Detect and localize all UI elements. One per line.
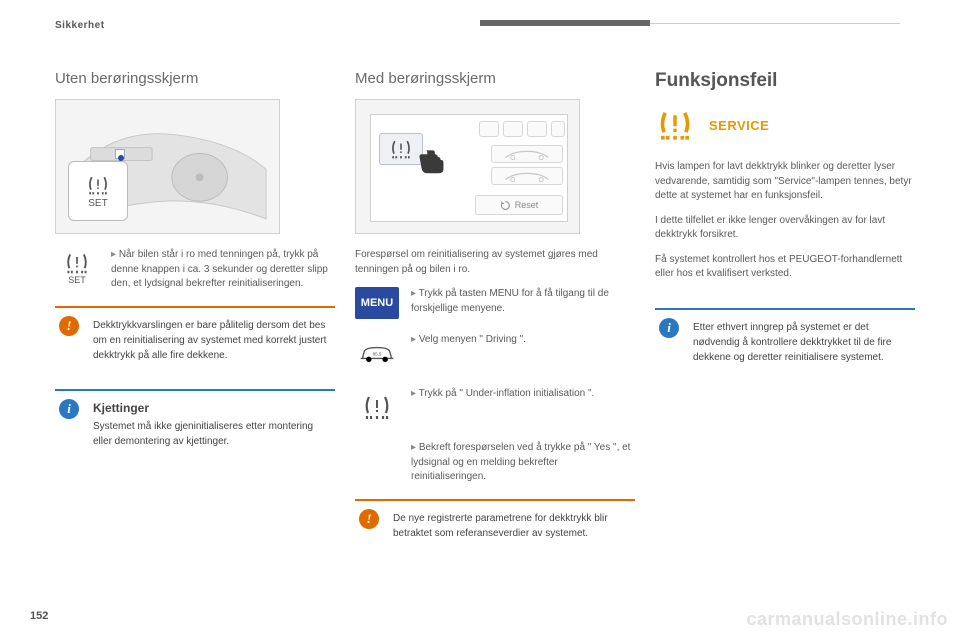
column-with-touchscreen: Med berøringsskjerm xyxy=(355,70,635,553)
panel-car xyxy=(491,145,563,163)
step-confirm-text: Bekreft forespørselen ved å trykke på " … xyxy=(411,441,635,485)
set-glyph-label: SET xyxy=(68,275,86,285)
pointing-hand-icon xyxy=(414,138,452,178)
tyre-pressure-icon-orange xyxy=(655,108,695,142)
col2-intro: Forespørsel om reinitialisering av syste… xyxy=(355,248,635,277)
tyre-pressure-icon xyxy=(85,174,111,196)
top-divider xyxy=(650,23,900,24)
warn-badge-icon: ! xyxy=(59,316,79,336)
set-badge-label: SET xyxy=(88,198,107,209)
col2-heading: Med berøringsskjerm xyxy=(355,70,635,87)
col1-heading: Uten berøringsskjerm xyxy=(55,70,335,87)
top-accent-bar xyxy=(480,20,650,26)
info-badge-icon: i xyxy=(659,318,679,338)
tyre-pressure-icon xyxy=(63,251,91,275)
callout-info-kjettinger: i Kjettinger Systemet må ikke gjeninitia… xyxy=(55,389,335,461)
step-set-button: SET Når bilen står i ro med tenningen på… xyxy=(55,248,335,292)
section-label: Sikkerhet xyxy=(55,20,105,31)
panel-icon xyxy=(479,121,499,137)
info-badge-icon: i xyxy=(59,399,79,419)
step-driving-text: Velg menyen " Driving ". xyxy=(411,333,526,348)
column-malfunction: Funksjonsfeil SERVICE Hvis lampen for la… xyxy=(655,70,915,377)
step-menu-text: Trykk på tasten MENU for å få tilgang ti… xyxy=(411,287,635,316)
touchscreen-mock: Reset xyxy=(370,114,568,222)
step-menu: MENU Trykk på tasten MENU for å få tilga… xyxy=(355,287,635,319)
tyre-pressure-icon xyxy=(388,138,414,160)
step-underinflation-text: Trykk på " Under-inflation initialisatio… xyxy=(411,387,594,402)
col3-para2: I dette tilfellet er ikke lenger overvåk… xyxy=(655,214,915,243)
step-confirm: Bekreft forespørselen ved å trykke på " … xyxy=(355,441,635,485)
illustration-touchscreen: Reset xyxy=(355,99,580,234)
illustration-dashboard: SET xyxy=(55,99,280,234)
set-badge: SET xyxy=(68,161,128,221)
car-glyph: 85,5 xyxy=(355,333,399,373)
callout-warn-col1: ! Dekktrykkvarslingen er bare pålitelig … xyxy=(55,306,335,375)
step-underinflation: Trykk på " Under-inflation initialisatio… xyxy=(355,387,635,427)
callout-info-col3-text: Etter ethvert inngrep på systemet er det… xyxy=(693,320,907,365)
callout-warn-col2: ! De nye registrerte parametrene for dek… xyxy=(355,499,635,553)
panel-icon xyxy=(551,121,565,137)
kjettinger-heading: Kjettinger xyxy=(93,401,327,415)
tp-glyph xyxy=(355,387,399,427)
panel-reset: Reset xyxy=(475,195,563,215)
panel-icon xyxy=(527,121,547,137)
column-without-touchscreen: Uten berøringsskjerm SET xyxy=(55,70,335,461)
col3-para3: Få systemet kontrollert hos et PEUGEOT-f… xyxy=(655,253,915,282)
svg-text:85,5: 85,5 xyxy=(373,352,382,357)
callout-warn-col2-text: De nye registrerte parametrene for dekkt… xyxy=(393,511,627,541)
panel-icon xyxy=(503,121,523,137)
callout-info-col3: i Etter ethvert inngrep på systemet er d… xyxy=(655,308,915,377)
set-glyph: SET xyxy=(55,248,99,288)
callout-warn-col1-text: Dekktrykkvarslingen er bare pålitelig de… xyxy=(93,318,327,363)
warn-badge-icon: ! xyxy=(359,509,379,529)
car-icon: 85,5 xyxy=(357,340,397,366)
panel-car xyxy=(491,167,563,185)
service-label: SERVICE xyxy=(709,118,769,133)
menu-button-glyph: MENU xyxy=(355,287,399,319)
col3-heading: Funksjonsfeil xyxy=(655,70,915,92)
tyre-pressure-icon xyxy=(361,393,393,421)
reset-label: Reset xyxy=(515,200,539,210)
step-set-text: Når bilen står i ro med tenningen på, tr… xyxy=(111,248,335,292)
empty-glyph xyxy=(355,441,399,481)
watermark: carmanualsonline.info xyxy=(746,609,948,630)
service-indicator-row: SERVICE xyxy=(655,108,915,142)
col3-para1: Hvis lampen for lavt dekktrykk blinker o… xyxy=(655,160,915,204)
step-driving: 85,5 Velg menyen " Driving ". xyxy=(355,333,635,373)
kjettinger-text: Systemet må ikke gjeninitialiseres etter… xyxy=(93,419,327,449)
reset-icon xyxy=(500,200,511,211)
page-number: 152 xyxy=(30,610,48,622)
